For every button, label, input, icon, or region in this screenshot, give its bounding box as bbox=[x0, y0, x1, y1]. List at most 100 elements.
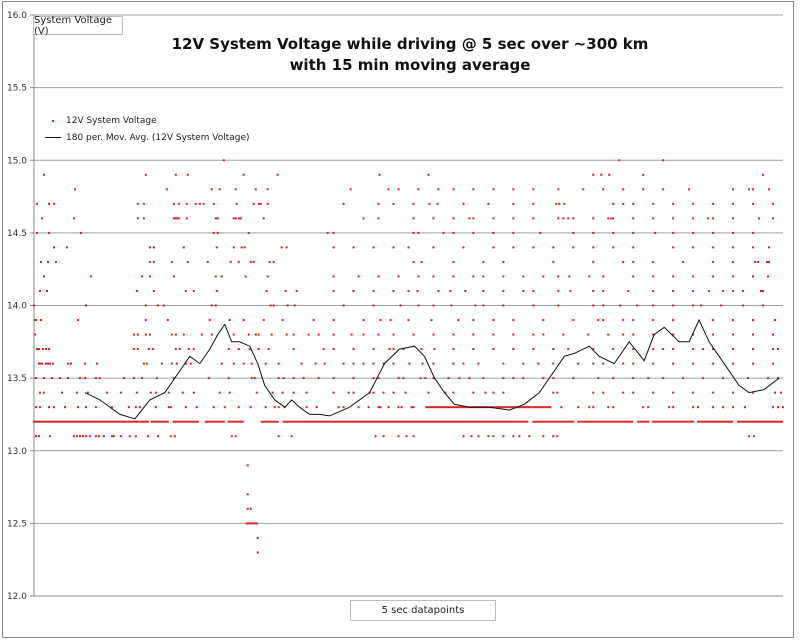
scatter-point bbox=[40, 420, 43, 423]
scatter-point bbox=[503, 406, 506, 409]
scatter-point bbox=[142, 420, 145, 423]
scatter-point bbox=[36, 420, 39, 423]
scatter-point bbox=[722, 406, 725, 409]
scatter-point bbox=[567, 348, 570, 351]
scatter-point bbox=[86, 420, 89, 423]
scatter-point bbox=[262, 319, 265, 322]
scatter-point bbox=[609, 420, 612, 423]
scatter-point bbox=[767, 420, 770, 423]
scatter-point bbox=[622, 202, 625, 205]
scatter-point bbox=[243, 246, 246, 249]
scatter-point bbox=[432, 217, 435, 220]
scatter-point bbox=[656, 420, 659, 423]
scatter-point bbox=[58, 377, 61, 380]
scatter-point bbox=[729, 420, 732, 423]
scatter-point bbox=[148, 275, 151, 278]
chart-title-line-1: 12V System Voltage while driving @ 5 sec… bbox=[171, 35, 649, 53]
scatter-point bbox=[232, 246, 235, 249]
scatter-point bbox=[170, 362, 173, 365]
scatter-point bbox=[235, 420, 238, 423]
scatter-point bbox=[700, 304, 703, 307]
scatter-point bbox=[446, 420, 449, 423]
scatter-point bbox=[90, 420, 93, 423]
scatter-point bbox=[538, 420, 541, 423]
scatter-point bbox=[587, 420, 590, 423]
scatter-point bbox=[705, 420, 708, 423]
scatter-point bbox=[388, 420, 391, 423]
scatter-point bbox=[52, 420, 55, 423]
scatter-point bbox=[572, 246, 575, 249]
scatter-point bbox=[368, 420, 371, 423]
scatter-point bbox=[534, 420, 537, 423]
scatter-point bbox=[247, 333, 250, 336]
scatter-point bbox=[362, 217, 365, 220]
scatter-point bbox=[759, 420, 762, 423]
scatter-point bbox=[692, 202, 695, 205]
scatter-point bbox=[425, 406, 428, 409]
scatter-point bbox=[470, 435, 473, 438]
scatter-point bbox=[184, 420, 187, 423]
scatter-point bbox=[680, 420, 683, 423]
scatter-point bbox=[192, 348, 195, 351]
scatter-point bbox=[174, 333, 177, 336]
scatter-point bbox=[84, 304, 87, 307]
scatter-point bbox=[407, 246, 410, 249]
scatter-point bbox=[162, 304, 165, 307]
scatter-point bbox=[128, 435, 131, 438]
scatter-point bbox=[472, 275, 475, 278]
scatter-point bbox=[320, 420, 323, 423]
scatter-point bbox=[212, 231, 215, 234]
scatter-point bbox=[662, 188, 665, 191]
scatter-point bbox=[286, 304, 289, 307]
scatter-point bbox=[284, 289, 287, 292]
scatter-point bbox=[317, 333, 320, 336]
scatter-point bbox=[412, 202, 415, 205]
legend-item-scatter: 12V System Voltage bbox=[44, 112, 250, 129]
scatter-point bbox=[579, 420, 582, 423]
scatter-point bbox=[769, 420, 772, 423]
scatter-point bbox=[389, 319, 392, 322]
scatter-point bbox=[569, 289, 572, 292]
scatter-point bbox=[175, 217, 178, 220]
scatter-point bbox=[227, 420, 230, 423]
scatter-point bbox=[214, 304, 217, 307]
scatter-point bbox=[433, 406, 436, 409]
scatter-point bbox=[34, 420, 37, 423]
legend-label-moving-average: 180 per. Mov. Avg. (12V System Voltage) bbox=[66, 132, 250, 143]
scatter-point bbox=[602, 275, 605, 278]
scatter-point bbox=[639, 420, 642, 423]
scatter-point bbox=[592, 217, 595, 220]
scatter-point bbox=[144, 304, 147, 307]
scatter-point bbox=[52, 406, 55, 409]
scatter-point bbox=[185, 217, 188, 220]
scatter-point bbox=[270, 333, 273, 336]
scatter-point bbox=[676, 420, 679, 423]
scatter-point bbox=[424, 420, 427, 423]
scatter-point bbox=[652, 333, 655, 336]
scatter-point bbox=[662, 159, 665, 162]
scatter-point bbox=[314, 362, 317, 365]
scatter-point bbox=[477, 435, 480, 438]
scatter-point bbox=[431, 406, 434, 409]
scatter-point bbox=[752, 362, 755, 365]
scatter-point bbox=[589, 420, 592, 423]
scatter-point bbox=[502, 377, 505, 380]
scatter-point bbox=[272, 420, 275, 423]
scatter-point bbox=[136, 420, 139, 423]
scatter-point bbox=[632, 377, 635, 380]
scatter-point bbox=[513, 406, 516, 409]
scatter-point bbox=[290, 420, 293, 423]
scatter-point bbox=[597, 377, 600, 380]
scatter-point bbox=[94, 420, 97, 423]
scatter-point bbox=[332, 289, 335, 292]
scatter-point bbox=[138, 420, 141, 423]
scatter-point bbox=[775, 420, 778, 423]
scatter-point bbox=[412, 260, 415, 263]
scatter-point bbox=[592, 362, 595, 365]
scatter-point bbox=[34, 406, 37, 409]
scatter-point bbox=[732, 246, 735, 249]
scatter-point bbox=[622, 319, 625, 322]
scatter-point bbox=[522, 362, 525, 365]
scatter-point bbox=[405, 435, 408, 438]
scatter-point bbox=[332, 319, 335, 322]
